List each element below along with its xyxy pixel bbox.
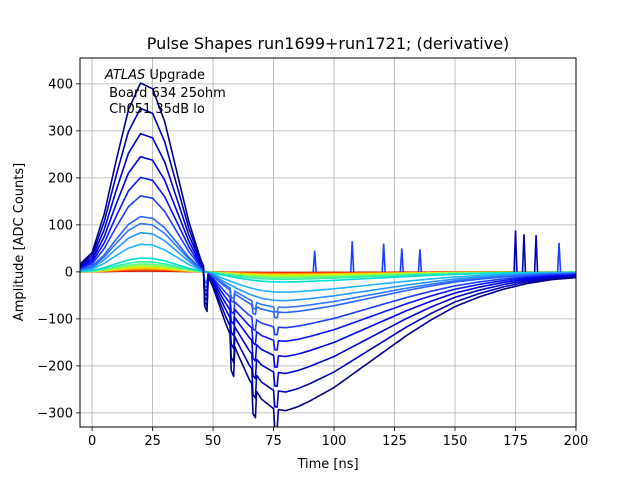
y-tick-label: 300 <box>48 124 73 139</box>
x-tick-label: 100 <box>322 434 347 449</box>
x-tick-label: 0 <box>88 434 96 449</box>
series-line <box>80 215 576 319</box>
series-line <box>80 155 576 368</box>
series-line <box>80 176 576 351</box>
spike-mark <box>312 250 317 272</box>
spike-mark <box>556 242 562 272</box>
plot-frame <box>79 57 577 428</box>
axis-ticks: 0 25 50 75 100 125 150 175 200 −300 −200 −100 0 100 20… <box>37 77 588 449</box>
annotation-line-1: ATLAS Upgrade <box>104 68 205 83</box>
y-tick-label: 0 <box>65 265 73 280</box>
chart-title: Pulse Shapes run1699+run1721; (derivativ… <box>147 34 510 53</box>
annotation-line-2: Board 634 25ohm <box>105 86 226 101</box>
y-tick-label: −300 <box>37 406 73 421</box>
series-line <box>80 195 576 336</box>
spike-mark <box>521 234 527 272</box>
annotation-atlas: ATLAS <box>104 68 145 83</box>
y-tick-label: 100 <box>48 218 73 233</box>
series-lines <box>80 82 576 427</box>
series-line <box>80 82 576 427</box>
y-tick-label: −100 <box>37 312 73 327</box>
annotation-line-3: Ch051 35dB lo <box>105 102 205 117</box>
series-line <box>80 243 576 293</box>
spike-mark <box>533 235 539 272</box>
series-line <box>80 231 576 302</box>
y-tick-label: 400 <box>48 77 73 92</box>
x-tick-label: 50 <box>205 434 222 449</box>
x-tick-label: 25 <box>144 434 161 449</box>
series-line <box>80 107 576 408</box>
series-line <box>80 257 576 283</box>
x-tick-label: 75 <box>265 434 282 449</box>
x-tick-label: 125 <box>382 434 407 449</box>
series-line <box>80 132 576 387</box>
spike-mark <box>513 230 518 272</box>
x-tick-label: 200 <box>564 434 589 449</box>
spike-mark <box>417 249 423 272</box>
spike-mark <box>349 241 355 272</box>
atlas-annotation: ATLAS Upgrade Board 634 25ohm Ch051 35dB… <box>104 68 226 117</box>
y-axis-label: Amplitude [ADC Counts] <box>12 163 27 321</box>
annotation-upgrade: Upgrade <box>145 68 205 83</box>
x-axis-label: Time [ns] <box>296 457 358 472</box>
x-tick-label: 150 <box>443 434 468 449</box>
y-tick-label: 200 <box>48 171 73 186</box>
y-tick-label: −200 <box>37 359 73 374</box>
spike-mark <box>399 248 405 272</box>
spike-mark <box>381 243 386 272</box>
x-tick-label: 175 <box>503 434 528 449</box>
